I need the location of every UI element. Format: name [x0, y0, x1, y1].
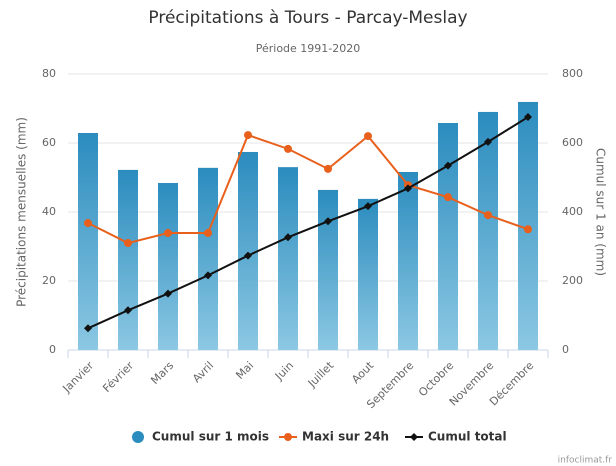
x-tick-label: Janvier: [60, 359, 97, 396]
chart-title: Précipitations à Tours - Parcay-Meslay: [148, 8, 467, 28]
x-tick-label: Octobre: [416, 359, 456, 399]
point: [84, 219, 92, 228]
x-tick-label: Aout: [349, 359, 377, 387]
bar: [198, 167, 218, 350]
legend-label: Maxi sur 24h: [302, 430, 389, 444]
point: [524, 225, 532, 234]
x-tick-label: Avril: [190, 359, 216, 385]
point: [244, 251, 252, 260]
credit: infoclimat.fr: [558, 456, 613, 466]
y2-tick-label: 800: [562, 67, 583, 80]
point: [284, 233, 292, 242]
point: [124, 306, 132, 315]
point: [164, 229, 172, 238]
point: [244, 131, 252, 140]
point: [284, 144, 292, 153]
y2-tick-label: 400: [562, 205, 583, 218]
y2-tick-label: 600: [562, 136, 583, 149]
line: [87, 116, 529, 330]
bar: [78, 132, 98, 350]
bar: [118, 169, 138, 350]
legend-label: Cumul total: [428, 430, 507, 444]
y-tick-label: 0: [49, 343, 56, 356]
x-tick-label: Juillet: [305, 359, 337, 391]
point: [204, 271, 212, 280]
point: [124, 239, 132, 248]
y-tick-label: 40: [42, 205, 56, 218]
point: [324, 217, 332, 226]
bar: [478, 111, 498, 350]
bar: [318, 189, 338, 350]
bar: [238, 151, 258, 350]
x-tick-label: Juin: [272, 359, 296, 383]
y-tick-label: 60: [42, 136, 56, 149]
x-tick-label: Février: [100, 359, 136, 395]
point: [324, 164, 332, 173]
line: [87, 133, 529, 245]
y-tick-label: 80: [42, 67, 56, 80]
y-tick-label: 20: [42, 274, 56, 287]
x-tick-label: Mars: [148, 359, 176, 387]
point: [84, 324, 92, 333]
bar: [398, 171, 418, 350]
y-axis-title: Précipitations mensuelles (mm): [15, 117, 29, 307]
y2-tick-label: 200: [562, 274, 583, 287]
legend-marker: [132, 431, 144, 443]
legend-marker: [284, 433, 292, 441]
point: [444, 161, 452, 170]
point: [524, 113, 532, 122]
bar: [438, 122, 458, 351]
bar: [358, 198, 378, 350]
point: [364, 202, 372, 211]
point: [164, 289, 172, 298]
y2-tick-label: 0: [562, 343, 569, 356]
point: [444, 193, 452, 202]
y2-axis-title: Cumul sur 1 an (mm): [594, 148, 608, 276]
point: [484, 137, 492, 146]
bar: [278, 167, 298, 350]
point: [404, 184, 412, 193]
x-tick-label: Mai: [233, 359, 256, 382]
chart-subtitle: Période 1991-2020: [256, 42, 361, 55]
bar: [158, 183, 178, 350]
legend-label: Cumul sur 1 mois: [152, 430, 269, 444]
point: [484, 211, 492, 220]
point: [204, 229, 212, 238]
point: [364, 132, 372, 141]
legend-marker: [410, 433, 418, 441]
